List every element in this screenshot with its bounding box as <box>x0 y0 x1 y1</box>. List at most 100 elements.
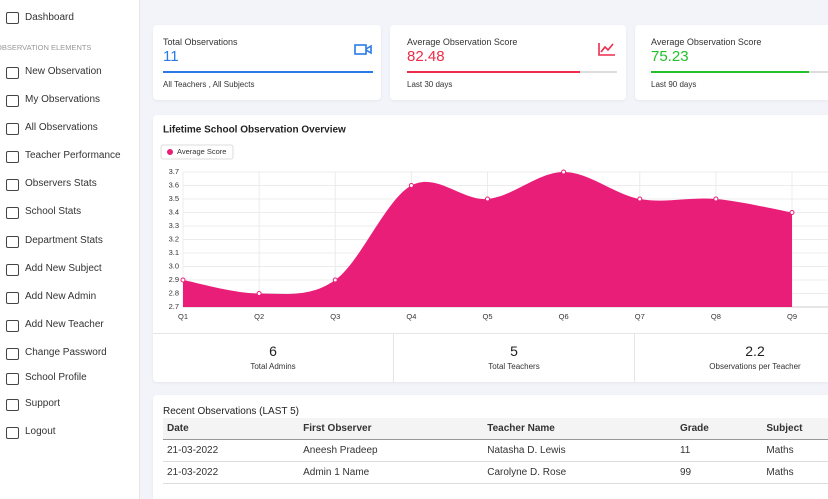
table: Date First Observer Teacher Name Grade Subje… <box>163 418 828 484</box>
point <box>180 277 186 283</box>
area <box>183 172 792 307</box>
x-tick-label: Q8 <box>711 312 721 321</box>
icon <box>6 95 19 107</box>
progress <box>651 71 809 73</box>
y-tick-label: 3.0 <box>169 261 179 270</box>
nav-item[interactable]: Department Stats <box>25 235 103 246</box>
row: 21-03-2022 Admin 1 Name Carolyne D. Rose 99… <box>163 461 828 484</box>
icon <box>6 373 19 385</box>
card-title: Average Observation Score <box>407 37 518 47</box>
nav-item[interactable]: My Observations <box>25 94 101 105</box>
icon <box>6 320 19 332</box>
y-tick-label: 3.7 <box>169 167 179 176</box>
cell: Admin 1 Name <box>299 461 484 484</box>
nav-item[interactable]: Add New Admin <box>25 291 97 302</box>
y-tick-label: 3.6 <box>169 180 179 189</box>
header-cell: Date <box>163 418 300 440</box>
point <box>256 291 262 296</box>
cell: Natasha D. Lewis <box>483 439 676 462</box>
y-tick-label: 3.1 <box>169 248 179 257</box>
y-tick-label: 3.4 <box>169 207 179 216</box>
legend-marker <box>167 149 173 155</box>
divider <box>634 333 635 382</box>
nav-item[interactable]: Teacher Performance <box>25 150 121 161</box>
nav-item[interactable]: All Observations <box>25 122 98 133</box>
summary-label: Total Teachers <box>488 362 540 371</box>
nav-item[interactable]: School Profile <box>25 372 87 383</box>
icon <box>354 44 372 55</box>
table-title: Recent Observations (LAST 5) <box>163 406 299 417</box>
point <box>637 196 643 202</box>
stat-card: Total Observations 11 All Teachers , All… <box>153 25 381 100</box>
row: 21-03-2022 Aneesh Pradeep Natasha D. Lewis… <box>163 439 828 462</box>
y-tick-label: 3.5 <box>169 194 179 203</box>
x-tick-label: Q5 <box>482 312 492 321</box>
point <box>408 183 414 188</box>
header-cell: First Observer <box>299 418 484 440</box>
y-tick-label: 2.9 <box>169 275 179 284</box>
header-cell: Grade <box>675 418 763 440</box>
y-tick-label: 2.8 <box>169 288 179 297</box>
sidebar: Dashboard OBSERVATION ELEMENTS New Obser… <box>0 0 140 499</box>
cell: 99 <box>675 461 763 484</box>
chart: Lifetime School Observation Overview 2.7… <box>160 125 828 321</box>
point <box>561 169 567 175</box>
card-subtitle: Last 90 days <box>651 80 697 89</box>
card-title: Average Observation Score <box>651 37 762 47</box>
y-tick-label: 2.7 <box>169 302 179 311</box>
y-tick-label: 3.3 <box>169 221 179 230</box>
point <box>789 210 795 215</box>
x-tick-label: Q1 <box>178 312 188 321</box>
x-tick-label: Q6 <box>559 312 569 321</box>
chart-card: Lifetime School Observation Overview 2.7… <box>153 115 828 382</box>
cell: Aneesh Pradeep <box>299 439 484 462</box>
nav-item[interactable]: Logout <box>25 426 56 437</box>
nav-item[interactable]: New Observation <box>25 66 102 77</box>
icon <box>6 348 19 360</box>
icon <box>6 236 19 248</box>
card-subtitle: All Teachers , All Subjects <box>163 80 255 89</box>
icon <box>6 427 19 439</box>
divider <box>393 333 394 382</box>
nav-item[interactable]: Change Password <box>25 347 107 358</box>
card-value: 75.23 <box>651 48 689 65</box>
summary-label: Total Admins <box>250 362 296 371</box>
nav-item[interactable]: School Stats <box>25 206 82 217</box>
card-value: 11 <box>163 48 179 65</box>
legend-label: Average Score <box>177 147 226 156</box>
x-tick-label: Q9 <box>787 312 797 321</box>
stat-card: Average Observation Score 75.23 Last 90 … <box>635 25 828 100</box>
icon <box>6 179 19 191</box>
header-row: Date First Observer Teacher Name Grade Subje… <box>163 418 828 440</box>
table-card: Recent Observations (LAST 5) Date First O… <box>153 395 828 499</box>
summary-value: 5 <box>510 343 518 359</box>
icon <box>6 264 19 276</box>
nav-item[interactable]: Add New Teacher <box>25 319 104 330</box>
point <box>485 196 490 202</box>
icon <box>6 292 19 304</box>
y-tick-label: 3.2 <box>169 234 179 243</box>
point <box>713 196 719 202</box>
x-tick-label: Q2 <box>254 312 264 321</box>
legend-box <box>160 144 234 160</box>
nav-item[interactable]: Dashboard <box>25 12 74 23</box>
cell: 21-03-2022 <box>163 439 300 462</box>
x-tick-label: Q4 <box>406 312 416 321</box>
header-cell: Subject <box>762 418 828 440</box>
icon <box>598 43 615 56</box>
cell: Maths <box>762 461 828 484</box>
icon <box>6 123 19 135</box>
nav-item[interactable]: Observers Stats <box>25 178 97 189</box>
nav-item[interactable]: Add New Subject <box>25 263 102 274</box>
point <box>332 277 338 283</box>
progress <box>407 71 580 73</box>
cell: 21-03-2022 <box>163 461 300 484</box>
nav-item[interactable]: Support <box>25 398 61 409</box>
card-value: 82.48 <box>407 48 445 65</box>
summary-value: 2.2 <box>745 343 765 359</box>
card-title: Total Observations <box>163 37 238 47</box>
icon <box>6 207 19 219</box>
icon <box>6 12 19 24</box>
divider <box>153 333 828 334</box>
